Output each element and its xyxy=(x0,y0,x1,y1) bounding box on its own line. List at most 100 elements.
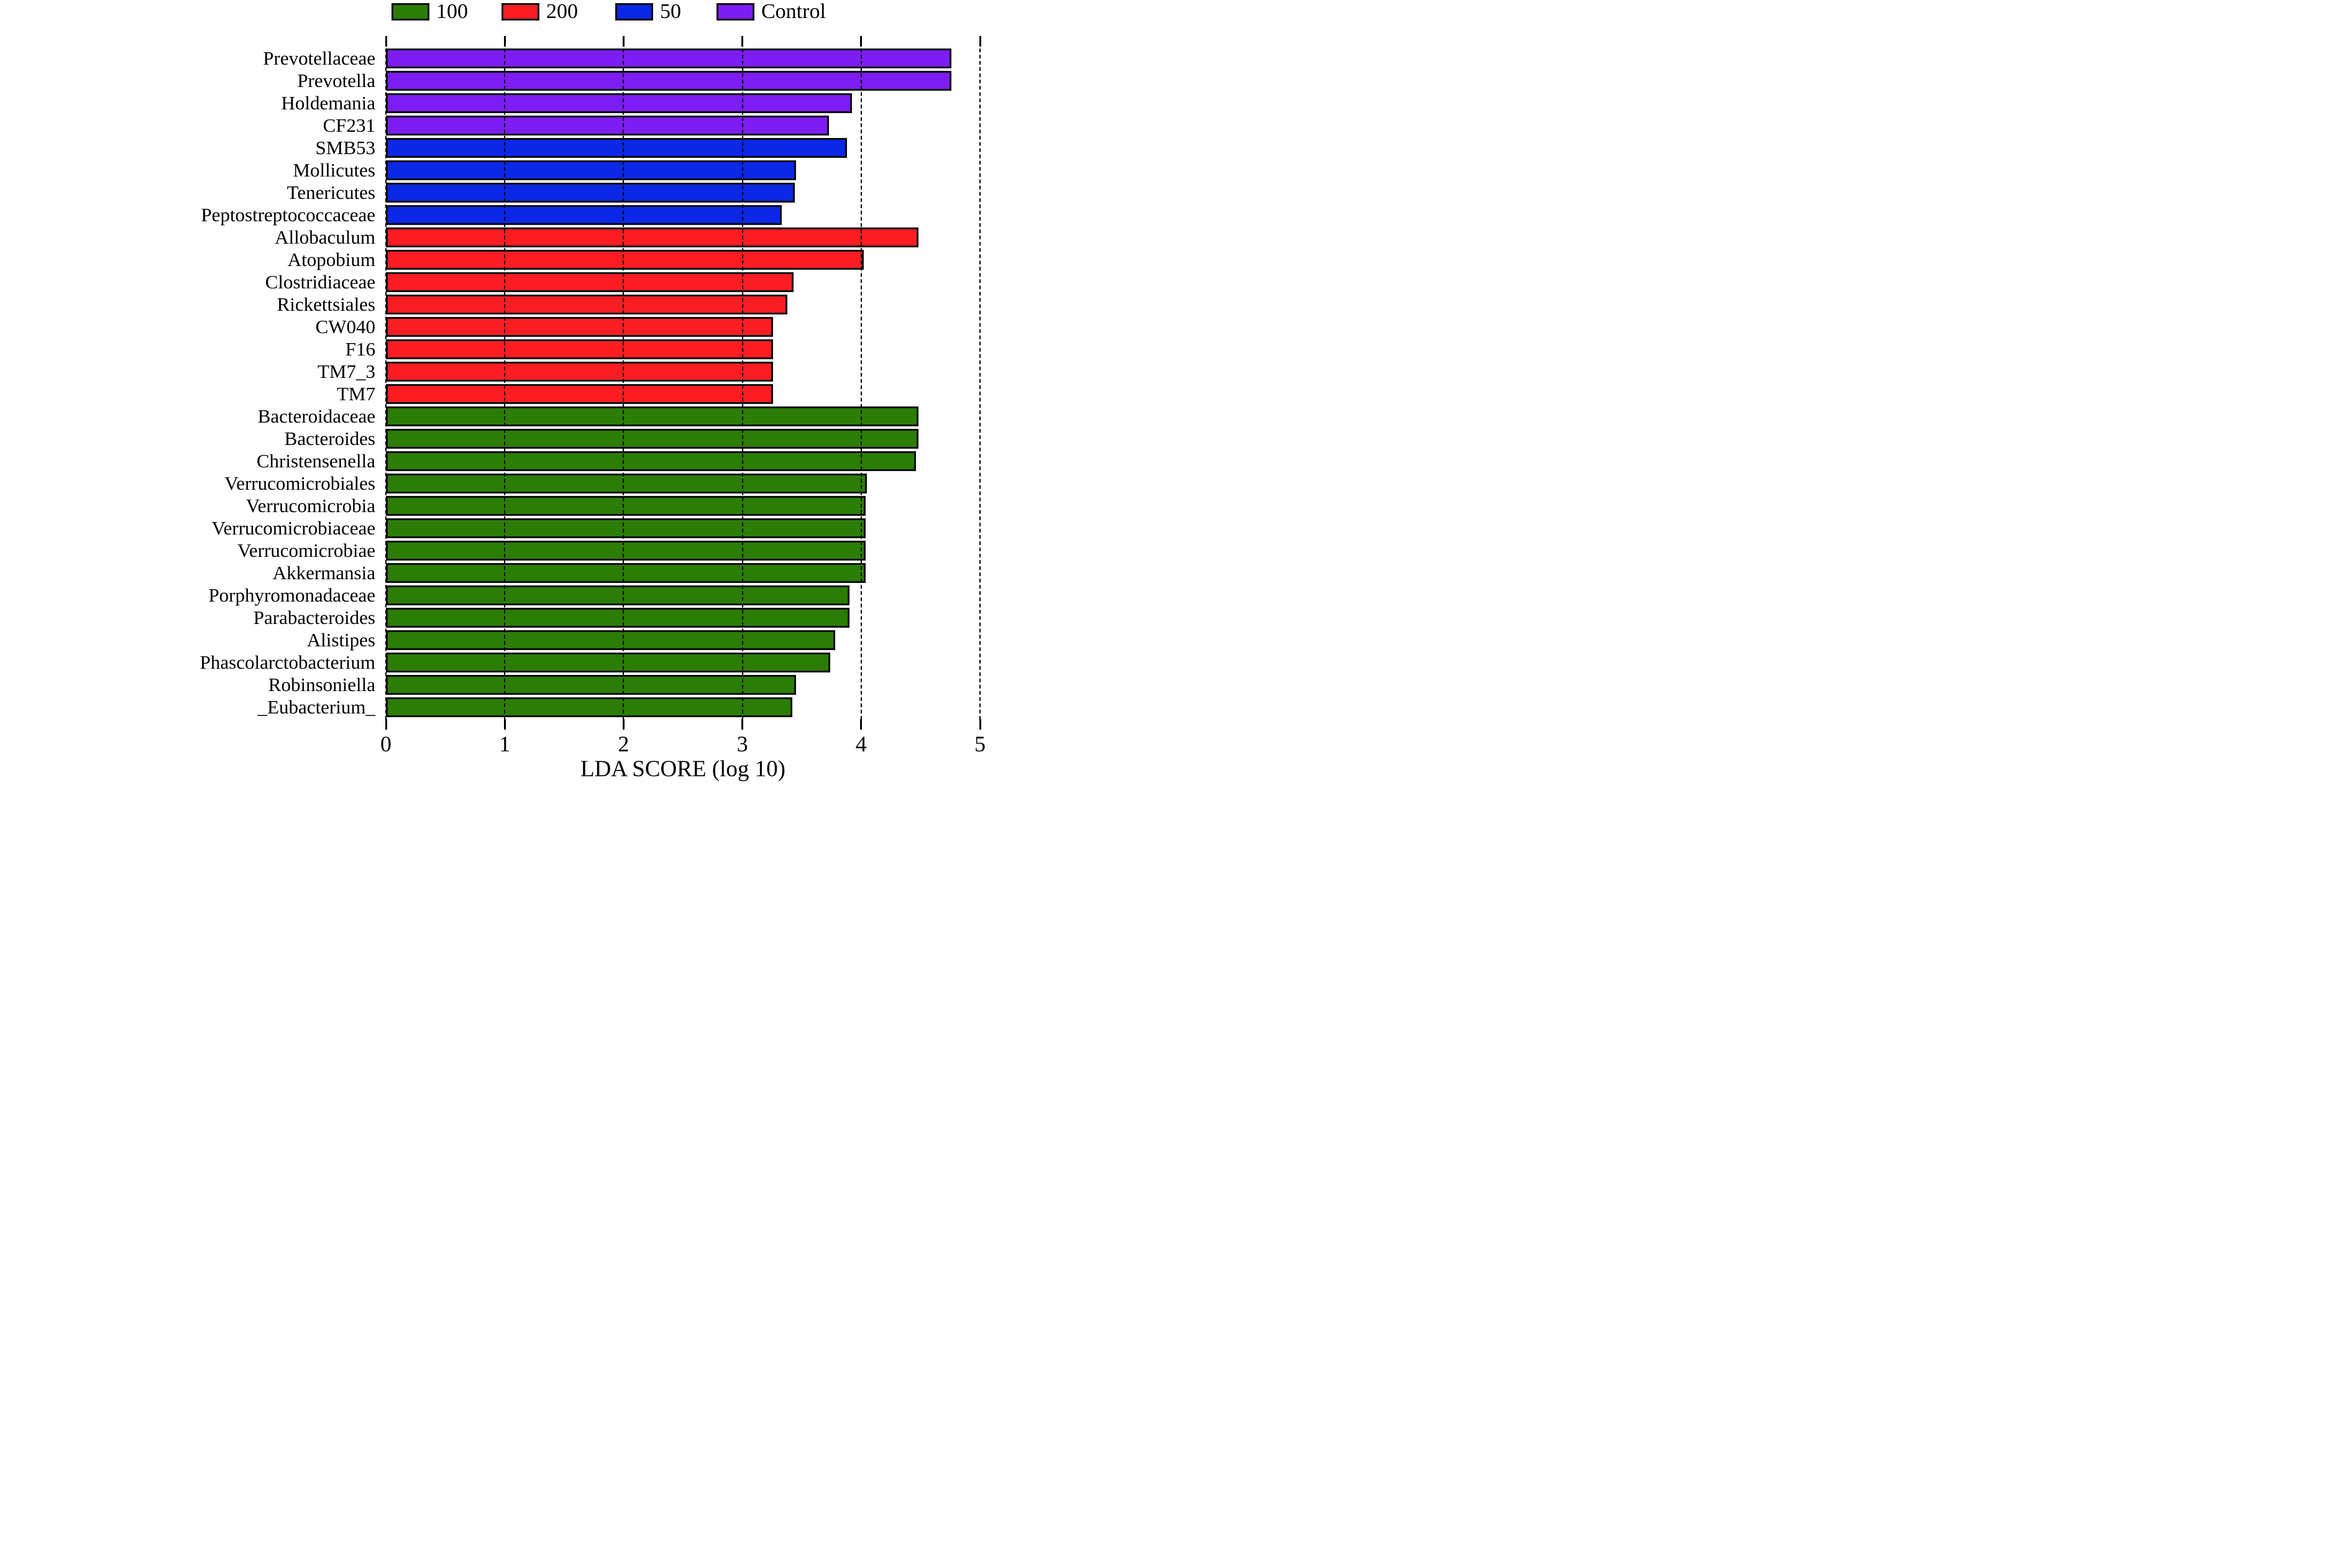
bar xyxy=(386,272,794,292)
bar xyxy=(386,451,916,471)
bar xyxy=(386,250,864,270)
gridline xyxy=(741,36,743,720)
bar-label: Verrucomicrobia xyxy=(245,495,375,516)
bar-label: CF231 xyxy=(323,114,375,136)
bar xyxy=(386,406,918,426)
bar xyxy=(386,116,829,135)
x-tick-top xyxy=(622,36,625,47)
bar-label: Holdemania xyxy=(281,92,375,114)
legend-item: 100 xyxy=(392,0,468,23)
bar-label: Prevotellaceae xyxy=(263,47,375,69)
gridline xyxy=(385,36,387,720)
bar-label: F16 xyxy=(345,338,375,360)
legend-swatch-icon xyxy=(392,3,429,21)
x-tick-label: 2 xyxy=(618,731,630,756)
x-tick-bottom xyxy=(741,719,744,730)
bar xyxy=(386,227,918,247)
x-tick-top xyxy=(860,36,863,47)
x-tick-label: 1 xyxy=(499,731,511,756)
bar xyxy=(386,429,918,449)
bar-label: Verrucomicrobiales xyxy=(224,472,375,494)
bar-label: Bacteroides xyxy=(284,428,375,449)
bar xyxy=(386,339,773,359)
bar xyxy=(386,496,866,516)
bar-label: CW040 xyxy=(315,316,375,337)
bar-label: Robinsoniella xyxy=(268,674,375,695)
bar xyxy=(386,474,867,493)
gridline xyxy=(860,36,862,720)
legend-item: 50 xyxy=(615,0,681,23)
bar-label: Verrucomicrobiaceae xyxy=(211,517,375,539)
bar-label: TM7_3 xyxy=(318,360,375,382)
bar-label: Clostridiaceae xyxy=(265,271,375,293)
bar xyxy=(386,93,852,113)
bar xyxy=(386,585,849,605)
bar-label: TM7 xyxy=(337,383,375,405)
bar xyxy=(386,697,792,717)
bar xyxy=(386,48,951,68)
legend-label: 100 xyxy=(436,0,468,23)
lda-score-figure: 100 200 50 Control Prevotellaceae Prevotella… xyxy=(0,0,1174,784)
bar xyxy=(386,71,951,91)
legend-swatch-icon xyxy=(501,3,539,21)
legend-item: Control xyxy=(717,0,826,23)
bar-label: Peptostreptococcaceae xyxy=(201,204,375,226)
bar xyxy=(386,541,866,561)
bar xyxy=(386,205,782,225)
gridline xyxy=(623,36,625,720)
bar xyxy=(386,362,773,382)
x-tick-bottom xyxy=(385,719,387,730)
bar xyxy=(386,608,849,628)
x-tick-label: 0 xyxy=(380,731,392,756)
x-tick-label: 5 xyxy=(974,731,986,756)
legend-swatch-icon xyxy=(717,3,754,21)
bar xyxy=(386,317,773,337)
bar-label: SMB53 xyxy=(315,137,375,158)
bar-label: Christensenella xyxy=(256,450,375,472)
legend-label: Control xyxy=(761,0,826,23)
legend-label: 50 xyxy=(660,0,681,23)
bar-label: Verrucomicrobiae xyxy=(237,539,375,561)
x-tick-bottom xyxy=(622,719,625,730)
legend-item: 200 xyxy=(501,0,578,23)
x-tick-bottom xyxy=(979,719,981,730)
bar-label: Tenericutes xyxy=(286,181,375,203)
x-tick-top xyxy=(741,36,744,47)
bar-label: Rickettsiales xyxy=(277,293,375,315)
bar-label: Allobaculum xyxy=(275,226,375,248)
legend: 100 200 50 Control xyxy=(0,0,1174,23)
x-tick-top xyxy=(979,36,981,47)
bar xyxy=(386,563,866,583)
bar xyxy=(386,675,796,695)
x-tick-label: 3 xyxy=(736,731,748,756)
bar-label: Prevotella xyxy=(297,70,375,91)
legend-swatch-icon xyxy=(615,3,653,21)
legend-label: 200 xyxy=(546,0,578,23)
bar xyxy=(386,160,796,180)
bar xyxy=(386,138,847,158)
bar-label: Parabacteroides xyxy=(253,607,375,628)
bar xyxy=(386,518,866,538)
gridline xyxy=(979,36,981,720)
bar xyxy=(386,384,773,404)
bar xyxy=(386,295,787,314)
bar xyxy=(386,183,795,203)
x-tick-bottom xyxy=(860,719,863,730)
bar-label: Bacteroidaceae xyxy=(257,405,375,427)
bar-label: Porphyromonadaceae xyxy=(208,584,375,606)
x-axis-title: LDA SCORE (log 10) xyxy=(580,756,785,782)
x-tick-top xyxy=(385,36,387,47)
bar-label: Phascolarctobacterium xyxy=(199,651,375,673)
x-tick-label: 4 xyxy=(855,731,867,756)
bar-label: Mollicutes xyxy=(293,159,375,181)
x-tick-top xyxy=(503,36,506,47)
gridline xyxy=(504,36,506,720)
bar-label: _Eubacterium_ xyxy=(257,696,375,718)
bar-label: Alistipes xyxy=(306,629,375,651)
bar xyxy=(386,653,830,672)
bar-label: Atopobium xyxy=(287,249,375,270)
plot-area: Prevotellaceae Prevotella Holdemania CF231 S… xyxy=(0,0,1174,784)
bar-label: Akkermansia xyxy=(272,562,375,584)
bar xyxy=(386,630,835,650)
x-tick-bottom xyxy=(503,719,506,730)
